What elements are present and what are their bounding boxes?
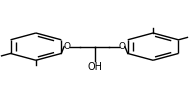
Text: OH: OH [87, 62, 102, 73]
Text: O: O [64, 42, 71, 51]
Text: O: O [118, 42, 125, 51]
